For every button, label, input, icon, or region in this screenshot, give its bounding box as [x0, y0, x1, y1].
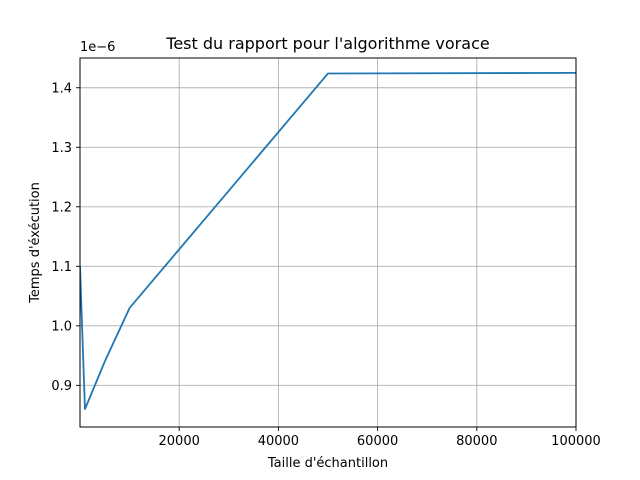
y-axis-label: Temps d'éxécution	[28, 182, 43, 304]
y-axis-offset-label: 1e−6	[80, 40, 115, 55]
y-tick-label: 1.4	[51, 81, 72, 96]
y-tick-label: 1.3	[51, 141, 72, 156]
series-layer	[80, 71, 576, 411]
x-tick-label: 100000	[551, 434, 601, 449]
x-tick-label: 40000	[258, 434, 299, 449]
grid	[80, 58, 577, 427]
y-tick-label: 1.1	[51, 260, 72, 275]
y-tick-label: 1.2	[51, 200, 72, 215]
x-axis-label: Taille d'échantillon	[267, 456, 388, 471]
y-axis-ticks: 0.9 1.0 1.1 1.2 1.3 1.4	[51, 81, 80, 394]
x-tick-label: 80000	[456, 434, 497, 449]
series-line	[80, 71, 576, 411]
chart-title: Test du rapport pour l'algorithme vorace	[165, 34, 489, 53]
y-tick-label: 0.9	[51, 379, 72, 394]
y-tick-label: 1.0	[51, 319, 72, 334]
plot-frame	[79, 57, 577, 428]
x-tick-label: 60000	[357, 434, 398, 449]
x-tick-label: 20000	[159, 434, 200, 449]
x-axis-ticks: 20000 40000 60000 80000 100000	[159, 427, 601, 449]
